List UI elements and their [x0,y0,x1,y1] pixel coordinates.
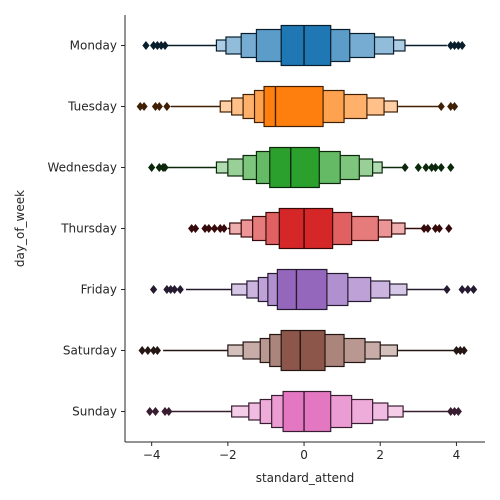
y-tick-label: Tuesday [67,100,117,114]
outlier-point [153,346,161,355]
outlier-point [456,346,464,355]
outlier-point [163,102,171,111]
series-thursday [188,207,453,250]
outlier-point [450,102,459,111]
series-monday [142,24,466,67]
outlier-point [142,41,150,50]
outlier-point [155,102,163,111]
outlier-point [447,102,455,111]
outlier-point [136,102,144,111]
outlier-point [445,224,453,233]
outlier-point [201,224,209,233]
outlier-point [149,41,158,50]
outlier-point [151,407,160,416]
outlier-point [138,346,146,355]
series-sunday [146,390,462,433]
outlier-point [146,407,154,416]
outlier-point [454,407,462,416]
outlier-point [153,41,161,50]
boxen-level-1 [280,329,326,372]
outlier-point [450,407,459,416]
outlier-point [155,163,163,172]
x-axis-label: standard_attend [256,471,355,485]
outlier-point [443,285,451,294]
y-tick-label: Monday [70,39,117,53]
y-tick-label: Wednesday [48,161,117,175]
series-wednesday [148,146,455,189]
x-tick-label: 2 [376,448,384,462]
outlier-point [165,407,173,416]
outlier-point [161,163,169,172]
x-tick-label: −4 [143,448,161,462]
series-tuesday [136,85,459,128]
boxen-level-1 [280,24,332,67]
outlier-point [163,285,171,294]
boxen-level-1 [276,268,328,311]
outlier-point [414,163,422,172]
outlier-point [167,285,175,294]
outlier-point [420,224,428,233]
outlier-point [450,41,459,50]
outlier-point [458,285,466,294]
y-tick-label: Friday [81,283,117,297]
outlier-point [428,163,436,172]
outlier-point [157,41,165,50]
outlier-point [176,285,184,294]
outlier-point [149,285,158,294]
boxen-level-1 [269,146,320,189]
outlier-point [210,224,219,233]
outlier-point [422,163,430,172]
x-tick-label: −2 [219,448,237,462]
outlier-point [151,102,160,111]
outlier-point [401,163,409,172]
outlier-point [435,224,443,233]
outlier-point [161,41,169,50]
outlier-point [216,224,224,233]
outlier-point [148,163,156,172]
outlier-point [149,346,158,355]
outlier-point [458,41,466,50]
outlier-point [424,224,432,233]
outlier-point [431,163,440,172]
outlier-point [447,163,455,172]
y-tick-label: Sunday [72,405,117,419]
outlier-point [431,224,440,233]
series-friday [149,268,478,311]
outlier-point [191,224,200,233]
outlier-point [454,41,462,50]
series-saturday [138,329,468,372]
boxen-level-1 [282,390,332,433]
boxen-level-1 [278,207,334,250]
outlier-point [460,346,468,355]
outlier-point [170,285,179,294]
outlier-point [140,102,148,111]
outlier-point [188,224,196,233]
outlier-point [452,346,461,355]
outlier-point [464,285,472,294]
outlier-point [205,224,213,233]
x-tick-label: 4 [453,448,461,462]
outlier-point [447,41,455,50]
outlier-point [469,285,478,294]
outlier-point [144,346,152,355]
outlier-point [220,224,228,233]
x-tick-label: 0 [300,448,308,462]
y-tick-label: Saturday [63,344,117,358]
y-tick-label: Thursday [60,222,117,236]
outlier-point [437,163,445,172]
outlier-point [437,102,445,111]
outlier-point [447,407,455,416]
boxen-level-1 [263,85,324,128]
outlier-point [161,407,169,416]
y-axis-label: day_of_week [13,190,27,267]
